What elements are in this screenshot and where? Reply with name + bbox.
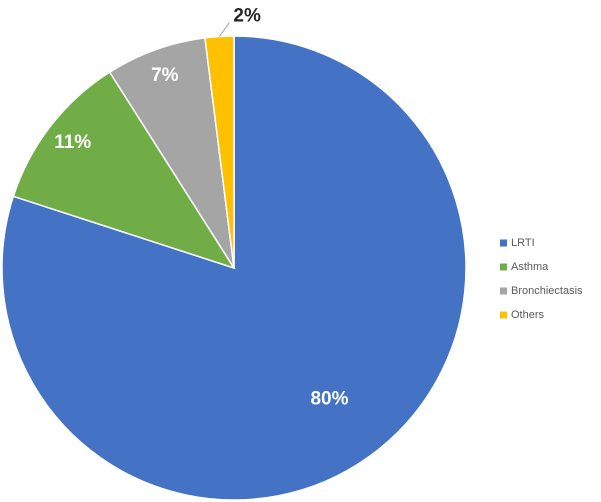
data-label: 2% [233,5,261,26]
legend-swatch [500,311,507,319]
pie-slice [12,71,236,270]
data-label: 80% [310,388,348,409]
data-label: 11% [54,132,91,153]
legend-label: Others [511,309,545,321]
leader-line [219,22,230,37]
legend-label: Asthma [511,261,549,273]
pie-slice [108,36,235,269]
legend-swatch [500,287,507,295]
legend-label: LRTI [511,237,535,249]
legend-swatch [500,263,507,271]
legend-swatch [500,239,507,247]
legend-label: Bronchiectasis [511,285,583,297]
data-label: 7% [151,65,179,86]
